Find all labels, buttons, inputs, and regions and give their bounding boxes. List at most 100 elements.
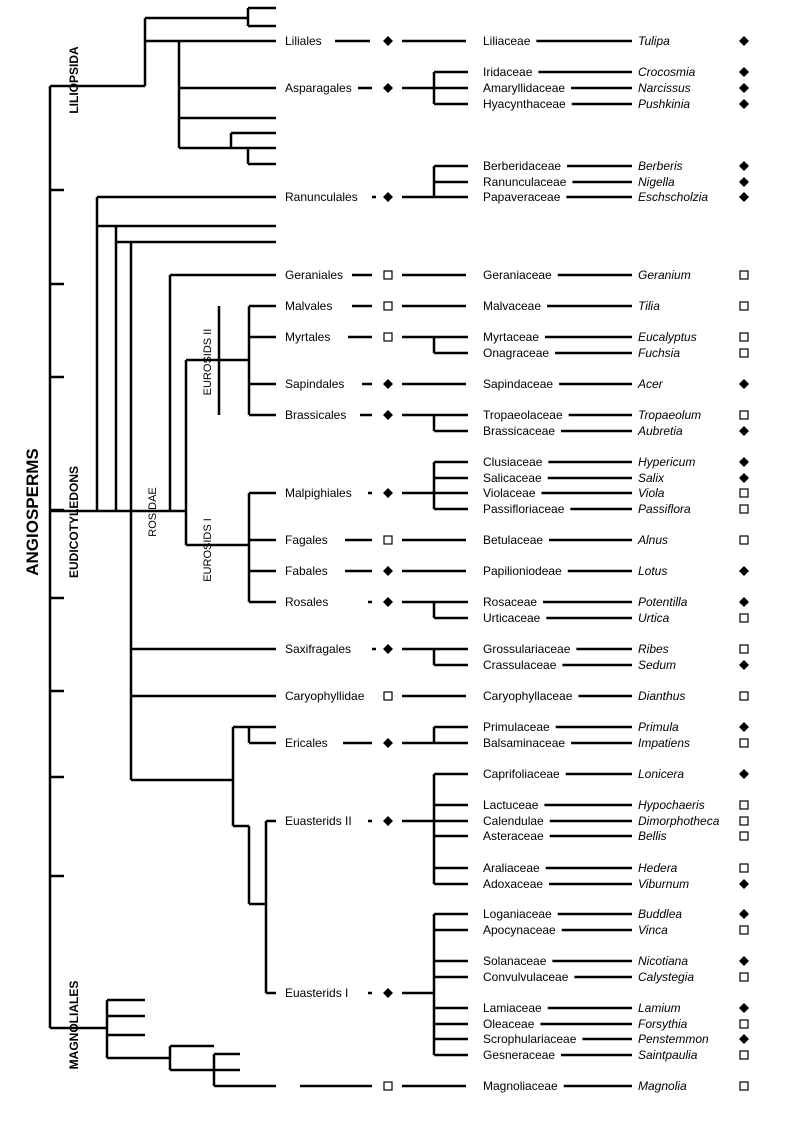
- genus-name: Tulipa: [638, 34, 670, 48]
- taxon-row: Apocynaceae Vinca: [483, 923, 749, 937]
- genus-name: Dianthus: [638, 689, 685, 703]
- square-icon: [739, 535, 749, 545]
- square-icon: [739, 972, 749, 982]
- family-name: Grossulariaceae: [483, 642, 571, 656]
- diamond-icon: [739, 99, 749, 109]
- genus-name: Geranium: [638, 268, 691, 282]
- family-name: Scrophulariaceae: [483, 1032, 577, 1046]
- genus-name: Acer: [637, 377, 664, 391]
- genus-name: Tropaeolum: [638, 408, 701, 422]
- order-label: Rosales: [285, 595, 328, 609]
- taxon-row: Scrophulariaceae Penstemmon: [483, 1032, 749, 1046]
- order-node: Myrtales: [285, 330, 393, 344]
- diamond-icon: [739, 597, 749, 607]
- taxon-row: Tropaeolaceae Tropaeolum: [483, 408, 749, 422]
- diamond-icon: [739, 660, 749, 670]
- order-label: Fabales: [285, 564, 328, 578]
- diamond-icon: [739, 1034, 749, 1044]
- tree-branches: [48, 6, 632, 1088]
- genus-name: Ribes: [638, 642, 669, 656]
- genus-name: Crocosmia: [638, 65, 696, 79]
- square-icon: [739, 831, 749, 841]
- genus-name: Vinca: [638, 923, 668, 937]
- family-name: Onagraceae: [483, 346, 549, 360]
- family-name: Ranunculaceae: [483, 175, 567, 189]
- diamond-icon: [739, 457, 749, 467]
- taxon-row: Araliaceae Hedera: [483, 861, 749, 875]
- taxon-row: Sapindaceae Acer: [483, 377, 749, 391]
- diamond-icon: [739, 769, 749, 779]
- square-icon: [739, 1081, 749, 1091]
- diamond-icon: [739, 722, 749, 732]
- family-name: Amaryllidaceae: [483, 81, 565, 95]
- genus-name: Calystegia: [638, 970, 694, 984]
- order-label: Fagales: [285, 533, 328, 547]
- genus-name: Passiflora: [638, 502, 691, 516]
- taxon-row: Crassulaceae Sedum: [483, 658, 749, 672]
- taxon-row: Clusiaceae Hypericum: [483, 455, 749, 469]
- square-icon: [739, 738, 749, 748]
- order-label: Saxifragales: [285, 642, 351, 656]
- square-icon: [739, 1050, 749, 1060]
- genus-name: Hypericum: [638, 455, 695, 469]
- taxon-row: Gesneraceae Saintpaulia: [483, 1048, 749, 1062]
- square-icon: [383, 1081, 393, 1091]
- order-node: Geraniales: [285, 268, 393, 282]
- order-label: Malvales: [285, 299, 332, 313]
- genus-name: Forsythia: [638, 1017, 688, 1031]
- family-name: Brassicaceae: [483, 424, 555, 438]
- order-node: Asparagales: [285, 81, 393, 95]
- diamond-icon: [739, 426, 749, 436]
- family-name: Berberidaceae: [483, 159, 561, 173]
- diamond-icon: [383, 644, 393, 654]
- taxon-row: Lactuceae Hypochaeris: [483, 798, 749, 812]
- genus-name: Viola: [638, 486, 665, 500]
- taxon-row: Passifloriaceae Passiflora: [483, 502, 749, 516]
- genus-name: Nicotiana: [638, 954, 688, 968]
- clade-angiosperms: ANGIOSPERMS: [23, 448, 42, 576]
- square-icon: [739, 863, 749, 873]
- taxon-row: Liliaceae Tulipa: [483, 34, 749, 48]
- order-label: Asparagales: [285, 81, 352, 95]
- taxon-row: Balsaminaceae Impatiens: [483, 736, 749, 750]
- taxon-row: Papilioniodeae Lotus: [483, 564, 749, 578]
- genus-name: Potentilla: [638, 595, 688, 609]
- family-name: Balsaminaceae: [483, 736, 565, 750]
- family-name: Betulaceae: [483, 533, 543, 547]
- genus-name: Viburnum: [638, 877, 689, 891]
- family-name: Oleaceae: [483, 1017, 535, 1031]
- genus-name: Urtica: [638, 611, 670, 625]
- square-icon: [739, 1019, 749, 1029]
- genus-name: Impatiens: [638, 736, 690, 750]
- family-name: Gesneraceae: [483, 1048, 555, 1062]
- taxon-row: Ranunculaceae Nigella: [483, 175, 749, 189]
- order-node: Liliales: [285, 34, 393, 48]
- genus-name: Saintpaulia: [638, 1048, 698, 1062]
- taxon-row: Violaceae Viola: [483, 486, 749, 500]
- diamond-icon: [383, 816, 393, 826]
- family-name: Loganiaceae: [483, 907, 552, 921]
- order-node: Brassicales: [285, 408, 393, 422]
- order-node: Rosales: [285, 595, 393, 609]
- taxon-row: Malvaceae Tilia: [483, 299, 749, 313]
- family-name: Papaveraceae: [483, 190, 561, 204]
- taxon-row: Rosaceae Potentilla: [483, 595, 749, 609]
- diamond-icon: [383, 192, 393, 202]
- diamond-icon: [739, 909, 749, 919]
- diamond-icon: [383, 738, 393, 748]
- taxon-row: Geraniaceae Geranium: [483, 268, 749, 282]
- square-icon: [739, 410, 749, 420]
- order-label: Malpighiales: [285, 486, 352, 500]
- order-node: [383, 1081, 393, 1091]
- genus-name: Eucalyptus: [638, 330, 697, 344]
- square-icon: [739, 270, 749, 280]
- taxon-row: Iridaceae Crocosmia: [483, 65, 749, 79]
- diamond-icon: [383, 566, 393, 576]
- order-label: Liliales: [285, 34, 322, 48]
- genus-name: Aubretia: [637, 424, 683, 438]
- order-label: Euasterids I: [285, 986, 348, 1000]
- family-name: Apocynaceae: [483, 923, 556, 937]
- taxon-row: Urticaceae Urtica: [483, 611, 749, 625]
- taxon-row: Hyacynthaceae Pushkinia: [483, 97, 749, 111]
- genus-name: Buddlea: [638, 907, 682, 921]
